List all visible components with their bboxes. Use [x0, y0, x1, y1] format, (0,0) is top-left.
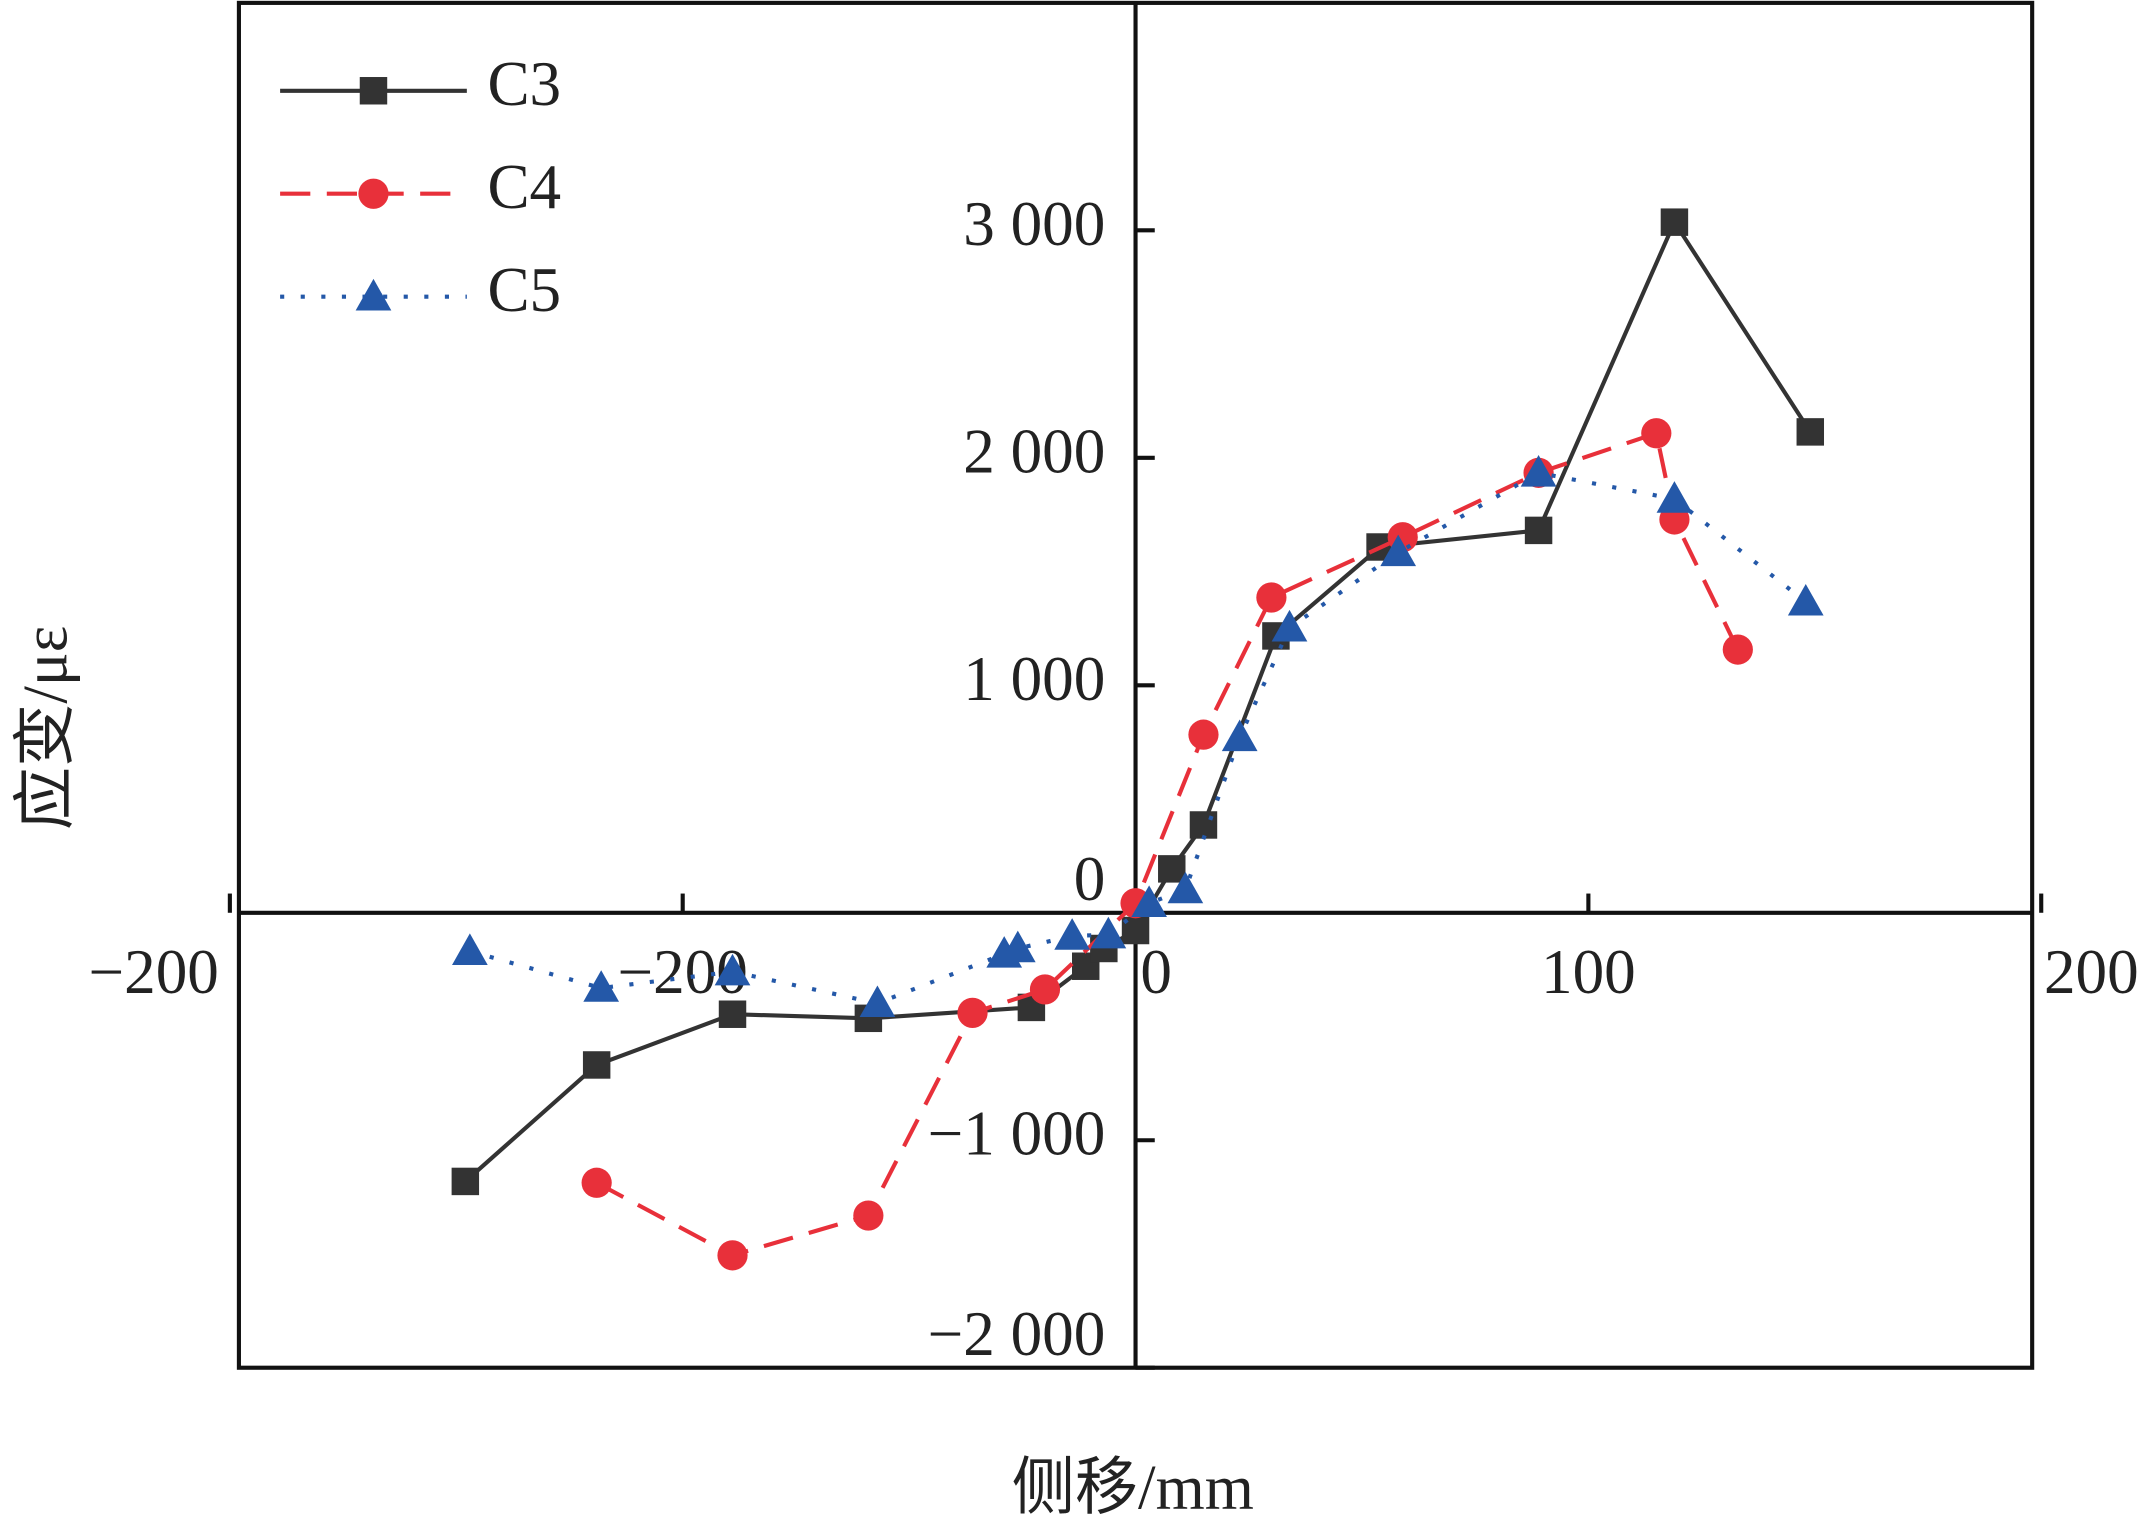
y-tick-label: −1 000 [928, 1099, 1106, 1169]
data-point [714, 953, 751, 986]
data-point [1256, 582, 1287, 613]
data-point [1787, 583, 1824, 616]
data-point [999, 930, 1036, 963]
data-point [1131, 885, 1167, 917]
legend-label: C5 [487, 255, 561, 325]
data-point [1167, 871, 1204, 904]
y-tick-label: 1 000 [963, 644, 1105, 714]
data-point [1524, 516, 1553, 545]
legend-label: C3 [487, 49, 561, 119]
data-point [1221, 719, 1258, 752]
x-tick-label: −200 [89, 937, 219, 1007]
x-tick-label: 0 [1140, 937, 1172, 1007]
y-tick-label: 2 000 [963, 416, 1105, 486]
data-point [1656, 481, 1693, 513]
data-point [1054, 918, 1090, 950]
y-tick-label: −2 000 [928, 1299, 1106, 1369]
data-point [1722, 634, 1753, 665]
data-point [717, 1240, 748, 1271]
data-point [1189, 811, 1218, 839]
data-point [1158, 855, 1186, 883]
data-point [1029, 974, 1061, 1005]
legend-label: C4 [487, 152, 561, 222]
data-point [1188, 719, 1219, 750]
data-point [582, 1051, 611, 1079]
x-axis-label: 侧移/mm [1012, 1453, 1254, 1523]
legend-marker [355, 278, 392, 311]
data-point [1641, 418, 1672, 449]
series-line [595, 430, 1740, 1258]
data-point [853, 1200, 884, 1231]
data-point [1380, 534, 1417, 567]
y-axis-label: 应变/με [11, 626, 81, 830]
data-point [451, 1167, 480, 1196]
data-point [452, 933, 488, 965]
x-tick-label: 100 [1541, 937, 1636, 1007]
series-line [463, 217, 1813, 1183]
data-point [957, 997, 988, 1028]
data-point [1660, 208, 1689, 236]
data-point [718, 1000, 747, 1028]
data-point [1271, 609, 1308, 642]
legend-marker [358, 178, 389, 209]
data-point [583, 970, 620, 1002]
legend-marker [359, 77, 388, 105]
y-tick-label: 0 [1074, 844, 1106, 914]
data-point [581, 1167, 612, 1198]
y-tick-label: 3 000 [963, 189, 1105, 259]
data-point [859, 985, 896, 1018]
x-tick-label: 200 [2044, 937, 2139, 1007]
data-point [1090, 916, 1127, 949]
data-point [1796, 418, 1825, 446]
data-point [1520, 454, 1557, 487]
